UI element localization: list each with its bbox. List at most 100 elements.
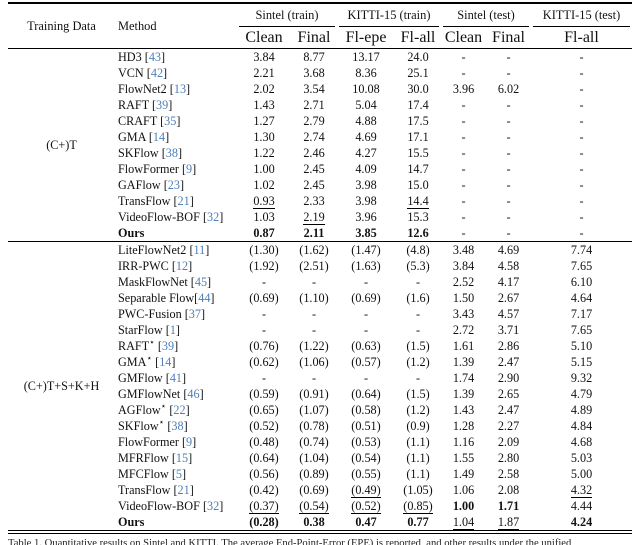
value-cell: -: [531, 66, 632, 81]
table-row: RAFT⋆ [39] (0.76) (1.22) (0.63) (1.5) 1.61 2.8…: [8, 336, 632, 354]
value-cell: 2.58: [486, 467, 531, 482]
value-cell: -: [486, 130, 531, 145]
citation-link[interactable]: 5: [175, 466, 183, 481]
metric-value: 1.61: [452, 338, 475, 353]
metric-value: 15.3: [407, 209, 429, 224]
citation-link[interactable]: 39: [161, 338, 175, 353]
citation-link[interactable]: 1: [169, 322, 176, 337]
value-cell: -: [395, 323, 441, 338]
metric-value: -: [579, 113, 584, 128]
table-row: GMFlowNet [46] (0.59) (0.91) (0.64) (1.5) 1.3…: [8, 386, 632, 402]
citation-link[interactable]: 38: [171, 418, 184, 433]
value-cell: 2.46: [291, 146, 337, 161]
method-cell: MaskFlowNet [45]: [118, 274, 212, 289]
metric-value: (0.64): [249, 450, 279, 465]
metric-value: (0.59): [249, 386, 279, 401]
metric-value: 17.5: [407, 113, 429, 128]
table-caption-clipped: Table 1. Quantitative results on Sintel …: [8, 538, 572, 545]
metric-value: (0.56): [249, 466, 279, 481]
citation-link[interactable]: 21: [177, 482, 190, 497]
value-cell: 7.74: [531, 243, 632, 258]
metric-value: -: [579, 177, 584, 192]
value-cell: (0.64): [337, 387, 395, 402]
metric-value: 4.88: [355, 113, 377, 128]
method-name: FlowNet2: [118, 81, 167, 96]
value-cell: (1.07): [291, 403, 337, 418]
metric-value: 2.58: [497, 466, 520, 481]
method-name: Ours: [118, 514, 145, 529]
value-cell: 1.71: [486, 499, 531, 514]
metric-value: -: [311, 370, 317, 385]
star-superscript: ⋆: [158, 416, 165, 427]
metric-value: 5.10: [570, 338, 593, 353]
metric-value: 4.57: [497, 306, 520, 321]
citation-link[interactable]: 9: [186, 434, 193, 449]
metric-value: 6.10: [570, 274, 593, 289]
metric-value: 25.1: [407, 65, 429, 80]
table-row: LiteFlowNet2 [11] (1.30) (1.62) (1.47) (4.8)…: [8, 242, 632, 258]
metric-value: (1.2): [406, 354, 430, 369]
metric-value: 2.47: [497, 402, 520, 417]
metric-value: (1.2): [406, 402, 430, 417]
metric-value: 4.69: [355, 129, 377, 144]
method-cell: RAFT [39]: [118, 97, 173, 112]
value-cell: 8.36: [337, 66, 395, 81]
metric-value: 5.15: [570, 354, 593, 369]
citation-link[interactable]: 44: [198, 290, 211, 305]
value-cell: (1.06): [291, 355, 337, 370]
citation-link[interactable]: 32: [207, 209, 220, 224]
citation-link[interactable]: 41: [169, 370, 182, 385]
citation-link[interactable]: 9: [186, 161, 193, 176]
value-cell: (0.64): [237, 451, 291, 466]
value-cell: 3.54: [291, 82, 337, 97]
metric-value: 14.7: [407, 161, 429, 176]
citation-link[interactable]: 14: [152, 129, 166, 144]
value-cell: 4.58: [486, 259, 531, 274]
value-cell: 2.45: [291, 162, 337, 177]
metric-value: 30.0: [407, 81, 429, 96]
method-cell: GMFlowNet [46]: [118, 386, 204, 401]
star-superscript: ⋆: [149, 336, 155, 347]
value-cell: (0.55): [337, 467, 395, 482]
metric-value: 4.32: [570, 482, 593, 498]
citation-link[interactable]: 32: [207, 498, 220, 513]
metric-value: (0.9): [406, 418, 430, 433]
value-cell: 1.39: [441, 387, 486, 402]
citation-link[interactable]: 22: [173, 402, 186, 417]
citation-link[interactable]: 12: [175, 258, 189, 273]
value-cell: (1.62): [291, 243, 337, 258]
citation-link[interactable]: 15: [175, 450, 189, 465]
citation-link[interactable]: 21: [177, 193, 190, 208]
citation-link[interactable]: 46: [187, 386, 200, 401]
citation-link[interactable]: 23: [167, 177, 180, 192]
metric-value: 1.43: [253, 97, 275, 112]
value-cell: -: [531, 82, 632, 97]
value-cell: 1.87: [486, 515, 531, 530]
metric-value: 2.45: [303, 161, 325, 176]
value-cell: (0.53): [337, 435, 395, 450]
citation-link[interactable]: 38: [165, 145, 178, 160]
header-bottom-rule: [8, 48, 632, 49]
method-cell: RAFT⋆ [39]: [118, 336, 179, 353]
value-cell: (1.1): [395, 467, 441, 482]
citation-link[interactable]: 35: [164, 113, 177, 128]
metric-value: 3.96: [452, 81, 475, 96]
citation-link[interactable]: 45: [194, 274, 208, 289]
metric-value: -: [506, 129, 511, 144]
citation-link[interactable]: 11: [193, 242, 206, 257]
value-cell: 3.43: [441, 307, 486, 322]
citation-link[interactable]: 37: [188, 306, 201, 321]
metric-value: 2.19: [303, 209, 325, 225]
citation-link[interactable]: 43: [148, 49, 161, 64]
citation-link[interactable]: 14: [159, 354, 172, 369]
metric-value: -: [506, 65, 511, 80]
value-cell: -: [441, 178, 486, 193]
metric-value: 4.24: [570, 514, 593, 529]
citation-link[interactable]: 39: [156, 97, 169, 112]
method-name: SKFlow: [118, 418, 159, 433]
citation-link[interactable]: 42: [150, 65, 164, 80]
citation-link[interactable]: 13: [173, 81, 187, 96]
value-cell: (1.2): [395, 403, 441, 418]
value-cell: 2.90: [486, 371, 531, 386]
header-method: Method: [118, 18, 157, 33]
